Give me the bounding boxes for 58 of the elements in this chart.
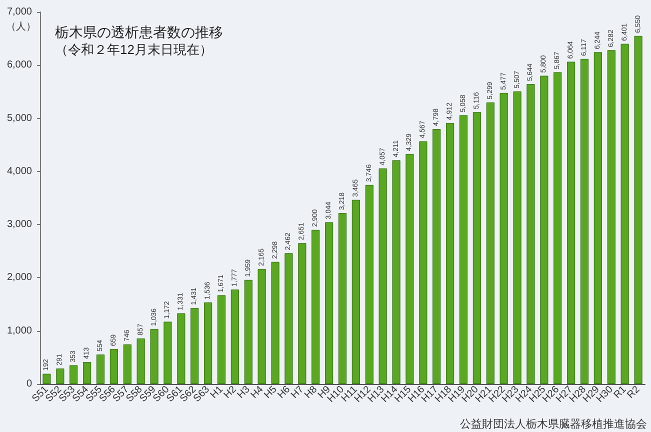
y-tick-label: 0 — [26, 378, 32, 390]
bar — [164, 322, 172, 384]
bar — [244, 280, 252, 384]
bar — [42, 374, 51, 384]
bar — [459, 115, 468, 384]
bar — [258, 268, 266, 384]
y-tick-label: 2,000 — [6, 272, 32, 284]
bar — [526, 84, 535, 384]
bar — [150, 328, 158, 384]
bar — [284, 253, 293, 384]
bar — [365, 184, 374, 384]
bar — [352, 200, 360, 384]
bar — [594, 52, 602, 384]
bar — [378, 168, 387, 384]
bar — [230, 290, 239, 384]
bar — [190, 308, 199, 384]
bar — [110, 348, 118, 384]
bar — [96, 354, 105, 384]
bar — [136, 338, 145, 384]
bar — [513, 91, 522, 384]
bar — [56, 368, 64, 384]
bar — [70, 365, 78, 384]
bar — [123, 344, 132, 384]
bar — [177, 313, 186, 384]
text: （令和２年12月末日現在） — [55, 42, 212, 57]
bar — [217, 295, 226, 384]
bar — [607, 50, 616, 384]
y-axis-title: （人） — [6, 22, 36, 32]
y-tick-label: 7,000 — [6, 6, 32, 18]
bar — [472, 112, 481, 384]
y-tick-label: 1,000 — [6, 325, 32, 336]
bar — [620, 44, 629, 384]
bar — [83, 362, 92, 384]
bar — [554, 72, 562, 384]
bar — [634, 36, 642, 384]
bar — [312, 230, 320, 384]
bar — [580, 58, 589, 384]
bar — [406, 154, 414, 384]
bar — [567, 62, 576, 384]
x-tick-label: R2 — [625, 384, 642, 401]
bar — [419, 141, 428, 384]
bar — [338, 212, 347, 384]
bar — [432, 129, 441, 384]
bar — [204, 302, 212, 384]
y-tick-label: 3,000 — [6, 219, 32, 230]
bar — [325, 222, 334, 384]
bar — [500, 92, 508, 384]
text: 栃木県の透析患者数の推移 — [55, 24, 223, 40]
y-tick-label: 6,000 — [6, 60, 32, 71]
bar — [392, 160, 400, 384]
bar — [486, 102, 494, 384]
text: 公益財団法人栃木県臓器移植推進協会 — [460, 418, 647, 430]
y-tick-label: 4,000 — [6, 166, 32, 177]
bar — [540, 76, 548, 384]
y-tick-label: 5,000 — [6, 112, 32, 124]
bar — [446, 122, 454, 384]
bar — [298, 243, 306, 384]
bar — [271, 262, 280, 384]
